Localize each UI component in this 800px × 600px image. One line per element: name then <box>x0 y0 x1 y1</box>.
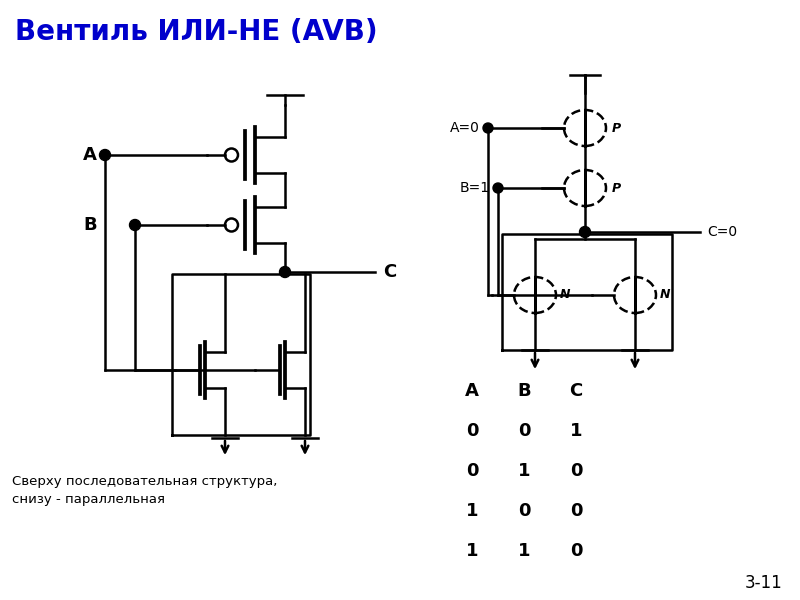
Text: 1: 1 <box>466 502 478 520</box>
Text: 1: 1 <box>518 462 530 480</box>
Text: Сверху последовательная структура,
снизу - параллельная: Сверху последовательная структура, снизу… <box>12 475 278 506</box>
Circle shape <box>99 149 110 160</box>
Text: C: C <box>570 382 582 400</box>
Circle shape <box>130 220 141 230</box>
Circle shape <box>279 266 290 277</box>
Text: P: P <box>612 181 621 194</box>
Circle shape <box>483 123 493 133</box>
Text: Вентиль ИЛИ-НЕ (AVB): Вентиль ИЛИ-НЕ (AVB) <box>15 18 378 46</box>
Text: 1: 1 <box>466 542 478 560</box>
Text: A=0: A=0 <box>450 121 480 135</box>
Text: A: A <box>83 146 97 164</box>
Text: N: N <box>660 289 670 301</box>
Text: P: P <box>612 121 621 134</box>
Text: 3-11: 3-11 <box>744 574 782 592</box>
Text: C: C <box>383 263 396 281</box>
Text: 0: 0 <box>570 542 582 560</box>
Circle shape <box>579 226 590 238</box>
Text: 0: 0 <box>518 502 530 520</box>
Text: 0: 0 <box>570 502 582 520</box>
Text: 1: 1 <box>518 542 530 560</box>
Text: B=1: B=1 <box>460 181 490 195</box>
Text: A: A <box>465 382 479 400</box>
Circle shape <box>493 183 503 193</box>
Text: N: N <box>560 289 570 301</box>
Text: C=0: C=0 <box>707 225 737 239</box>
Text: 0: 0 <box>466 422 478 440</box>
Text: 1: 1 <box>570 422 582 440</box>
Text: 0: 0 <box>518 422 530 440</box>
Text: 0: 0 <box>466 462 478 480</box>
Text: B: B <box>83 216 97 234</box>
Text: B: B <box>517 382 531 400</box>
Text: 0: 0 <box>570 462 582 480</box>
